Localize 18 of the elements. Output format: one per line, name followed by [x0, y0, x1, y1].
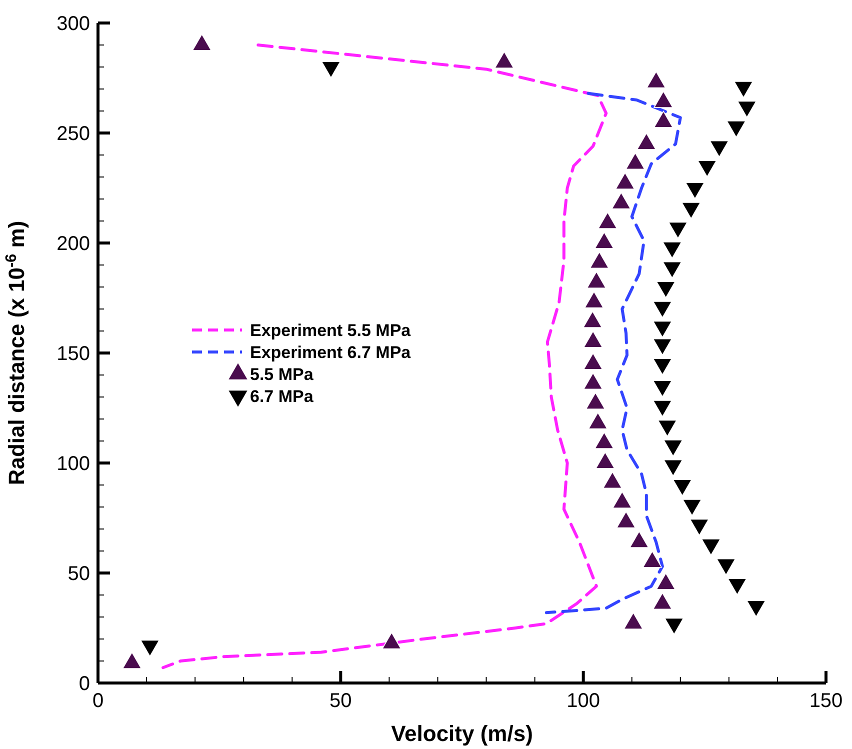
y-tick-label: 250 — [56, 123, 90, 145]
x-tick-label: 0 — [92, 690, 104, 712]
line-series — [162, 44, 608, 670]
y-tick-label: 200 — [56, 233, 90, 255]
x-axis-title: Velocity (m/s) — [391, 721, 533, 746]
y-tick-label: 50 — [68, 563, 90, 585]
x-tick-label: 150 — [809, 690, 843, 712]
legend-label: 5.5 MPa — [250, 364, 314, 384]
legend-label: Experiment 6.7 MPa — [250, 342, 412, 362]
line-series — [544, 92, 682, 614]
y-tick-label: 100 — [56, 453, 90, 475]
legend-label: 6.7 MPa — [250, 386, 314, 406]
y-tick-label: 300 — [56, 13, 90, 35]
y-tick-label: 150 — [56, 343, 90, 365]
x-tick-label: 100 — [566, 690, 600, 712]
x-tick-label: 50 — [330, 690, 352, 712]
y-tick-label: 0 — [78, 673, 90, 695]
legend-label: Experiment 5.5 MPa — [250, 320, 412, 340]
